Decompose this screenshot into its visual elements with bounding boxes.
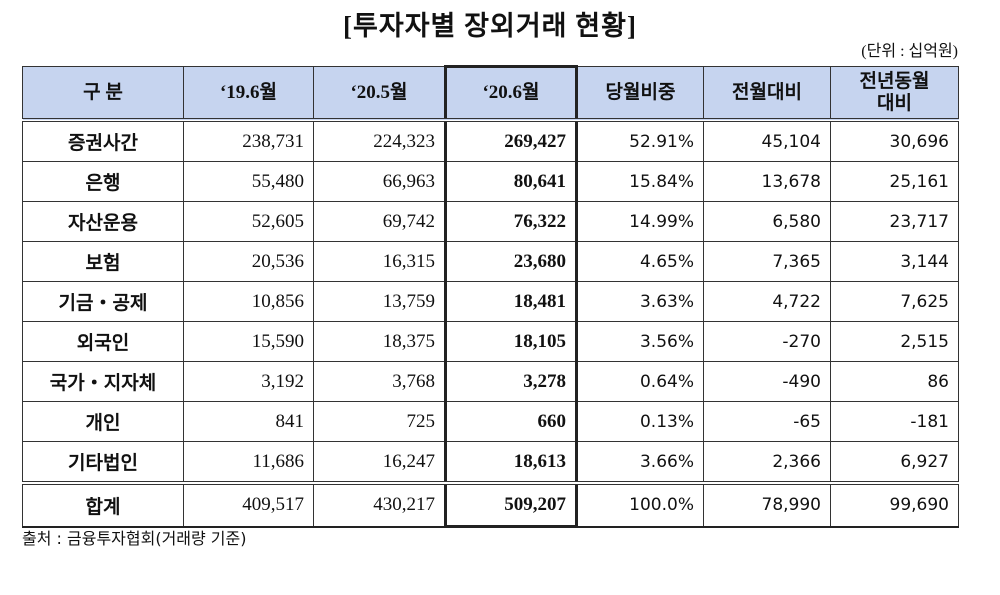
cell: 4.65% <box>576 241 704 282</box>
row-label: 국가・지자체 <box>22 361 184 402</box>
cell: 3,768 <box>313 361 446 402</box>
cell: 4,722 <box>703 281 831 322</box>
title: [투자자별 장외거래 현황] <box>343 11 637 41</box>
cell: 7,365 <box>703 241 831 282</box>
cell: 509,207 <box>444 481 578 528</box>
cell: 13,678 <box>703 161 831 202</box>
table-row: 기타법인 11,686 16,247 18,613 3.66% 2,366 6,927 <box>22 441 959 484</box>
row-label: 합계 <box>22 481 184 528</box>
cell: 20,536 <box>183 241 314 282</box>
cell: 100.0% <box>576 481 704 528</box>
cell: 430,217 <box>313 481 446 528</box>
cell: 86 <box>830 361 959 402</box>
cell: 15.84% <box>576 161 704 202</box>
cell: 78,990 <box>703 481 831 528</box>
header-row: 구 분 ‘19.6월 ‘20.5월 ‘20.6월 당월비중 전월대비 전년동월 대비 <box>22 65 959 122</box>
cell: 6,580 <box>703 201 831 242</box>
cell: 2,515 <box>830 321 959 362</box>
cell: 23,680 <box>444 241 578 282</box>
row-label: 보험 <box>22 241 184 282</box>
cell: 52,605 <box>183 201 314 242</box>
table-row: 개인 841 725 660 0.13% -65 -181 <box>22 401 959 442</box>
row-label: 기금・공제 <box>22 281 184 322</box>
column-header: ‘20.5월 <box>313 66 446 122</box>
cell: 55,480 <box>183 161 314 202</box>
table-row: 국가・지자체 3,192 3,768 3,278 0.64% -490 86 <box>22 361 959 402</box>
table-row: 자산운용 52,605 69,742 76,322 14.99% 6,580 23,717 <box>22 201 959 242</box>
cell: 3,192 <box>183 361 314 402</box>
table-body: 증권사간 238,731 224,323 269,427 52.91% 45,104 30,… <box>22 119 959 528</box>
cell: 725 <box>313 401 446 442</box>
cell: 238,731 <box>183 119 314 162</box>
row-label: 기타법인 <box>22 441 184 484</box>
cell: 99,690 <box>830 481 959 528</box>
table-row: 기금・공제 10,856 13,759 18,481 3.63% 4,722 7,625 <box>22 281 959 322</box>
column-header: 전년동월 대비 <box>830 66 959 122</box>
cell: 7,625 <box>830 281 959 322</box>
cell: 6,927 <box>830 441 959 484</box>
cell: 0.13% <box>576 401 704 442</box>
cell: 16,315 <box>313 241 446 282</box>
cell: -490 <box>703 361 831 402</box>
cell: -181 <box>830 401 959 442</box>
cell: 15,590 <box>183 321 314 362</box>
column-header: ‘20.6월 <box>444 65 578 122</box>
table-row: 외국인 15,590 18,375 18,105 3.56% -270 2,515 <box>22 321 959 362</box>
cell: 18,481 <box>444 281 578 322</box>
table-row: 은행 55,480 66,963 80,641 15.84% 13,678 25,161 <box>22 161 959 202</box>
row-label: 외국인 <box>22 321 184 362</box>
cell: 841 <box>183 401 314 442</box>
column-header: ‘19.6월 <box>183 66 314 122</box>
cell: 18,613 <box>444 441 578 484</box>
row-label: 자산운용 <box>22 201 184 242</box>
table-row: 보험 20,536 16,315 23,680 4.65% 7,365 3,144 <box>22 241 959 282</box>
cell: 409,517 <box>183 481 314 528</box>
cell: 18,375 <box>313 321 446 362</box>
cell: 3.63% <box>576 281 704 322</box>
row-label: 증권사간 <box>22 119 184 162</box>
cell: 52.91% <box>576 119 704 162</box>
cell: 76,322 <box>444 201 578 242</box>
cell: 18,105 <box>444 321 578 362</box>
cell: 3,278 <box>444 361 578 402</box>
cell: 10,856 <box>183 281 314 322</box>
cell: 0.64% <box>576 361 704 402</box>
cell: 25,161 <box>830 161 959 202</box>
cell: 2,366 <box>703 441 831 484</box>
cell: 16,247 <box>313 441 446 484</box>
cell: 69,742 <box>313 201 446 242</box>
cell: 3.66% <box>576 441 704 484</box>
row-label: 개인 <box>22 401 184 442</box>
cell: 66,963 <box>313 161 446 202</box>
cell: 45,104 <box>703 119 831 162</box>
table-row: 합계 409,517 430,217 509,207 100.0% 78,990 99,69… <box>22 481 959 528</box>
table-row: 증권사간 238,731 224,323 269,427 52.91% 45,104 30,… <box>22 119 959 162</box>
source-note: 출처 : 금융투자협회(거래량 기준) <box>22 529 247 548</box>
cell: 3,144 <box>830 241 959 282</box>
cell: 3.56% <box>576 321 704 362</box>
cell: 80,641 <box>444 161 578 202</box>
column-header: 구 분 <box>22 66 184 122</box>
column-header: 당월비중 <box>576 66 704 122</box>
cell: 30,696 <box>830 119 959 162</box>
cell: 269,427 <box>444 119 578 162</box>
cell: -65 <box>703 401 831 442</box>
column-header: 전월대비 <box>703 66 831 122</box>
cell: 660 <box>444 401 578 442</box>
cell: 23,717 <box>830 201 959 242</box>
cell: 224,323 <box>313 119 446 162</box>
data-table: 구 분 ‘19.6월 ‘20.5월 ‘20.6월 당월비중 전월대비 전년동월 대비 증권사… <box>22 65 959 528</box>
unit-note: (단위 : 십억원) <box>861 43 958 60</box>
row-label: 은행 <box>22 161 184 202</box>
cell: -270 <box>703 321 831 362</box>
cell: 13,759 <box>313 281 446 322</box>
cell: 14.99% <box>576 201 704 242</box>
cell: 11,686 <box>183 441 314 484</box>
